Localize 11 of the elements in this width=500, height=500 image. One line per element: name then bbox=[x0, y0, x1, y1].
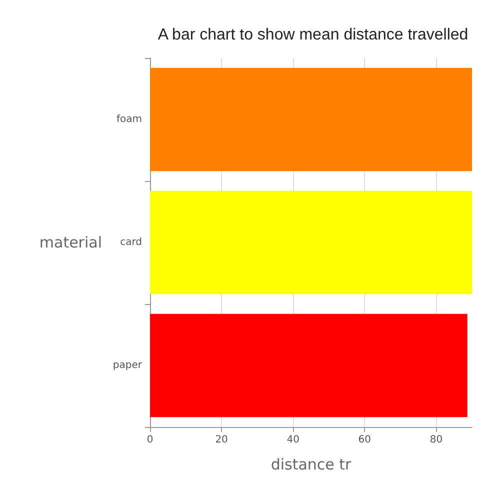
x-tick-label: 0 bbox=[146, 434, 154, 446]
x-axis-title: distance tr bbox=[270, 456, 352, 474]
x-tick-label: 20 bbox=[215, 434, 228, 446]
y-tick-label: paper bbox=[112, 360, 143, 371]
chart-title: A bar chart to show mean distance travelled bbox=[158, 26, 468, 44]
x-tick-label: 60 bbox=[358, 434, 372, 446]
x-tick-label: 40 bbox=[286, 434, 300, 446]
x-tick-label: 80 bbox=[430, 434, 443, 446]
y-tick-label: foam bbox=[116, 114, 142, 125]
y-axis-title: material bbox=[39, 234, 102, 252]
y-tick-label: card bbox=[120, 237, 142, 248]
